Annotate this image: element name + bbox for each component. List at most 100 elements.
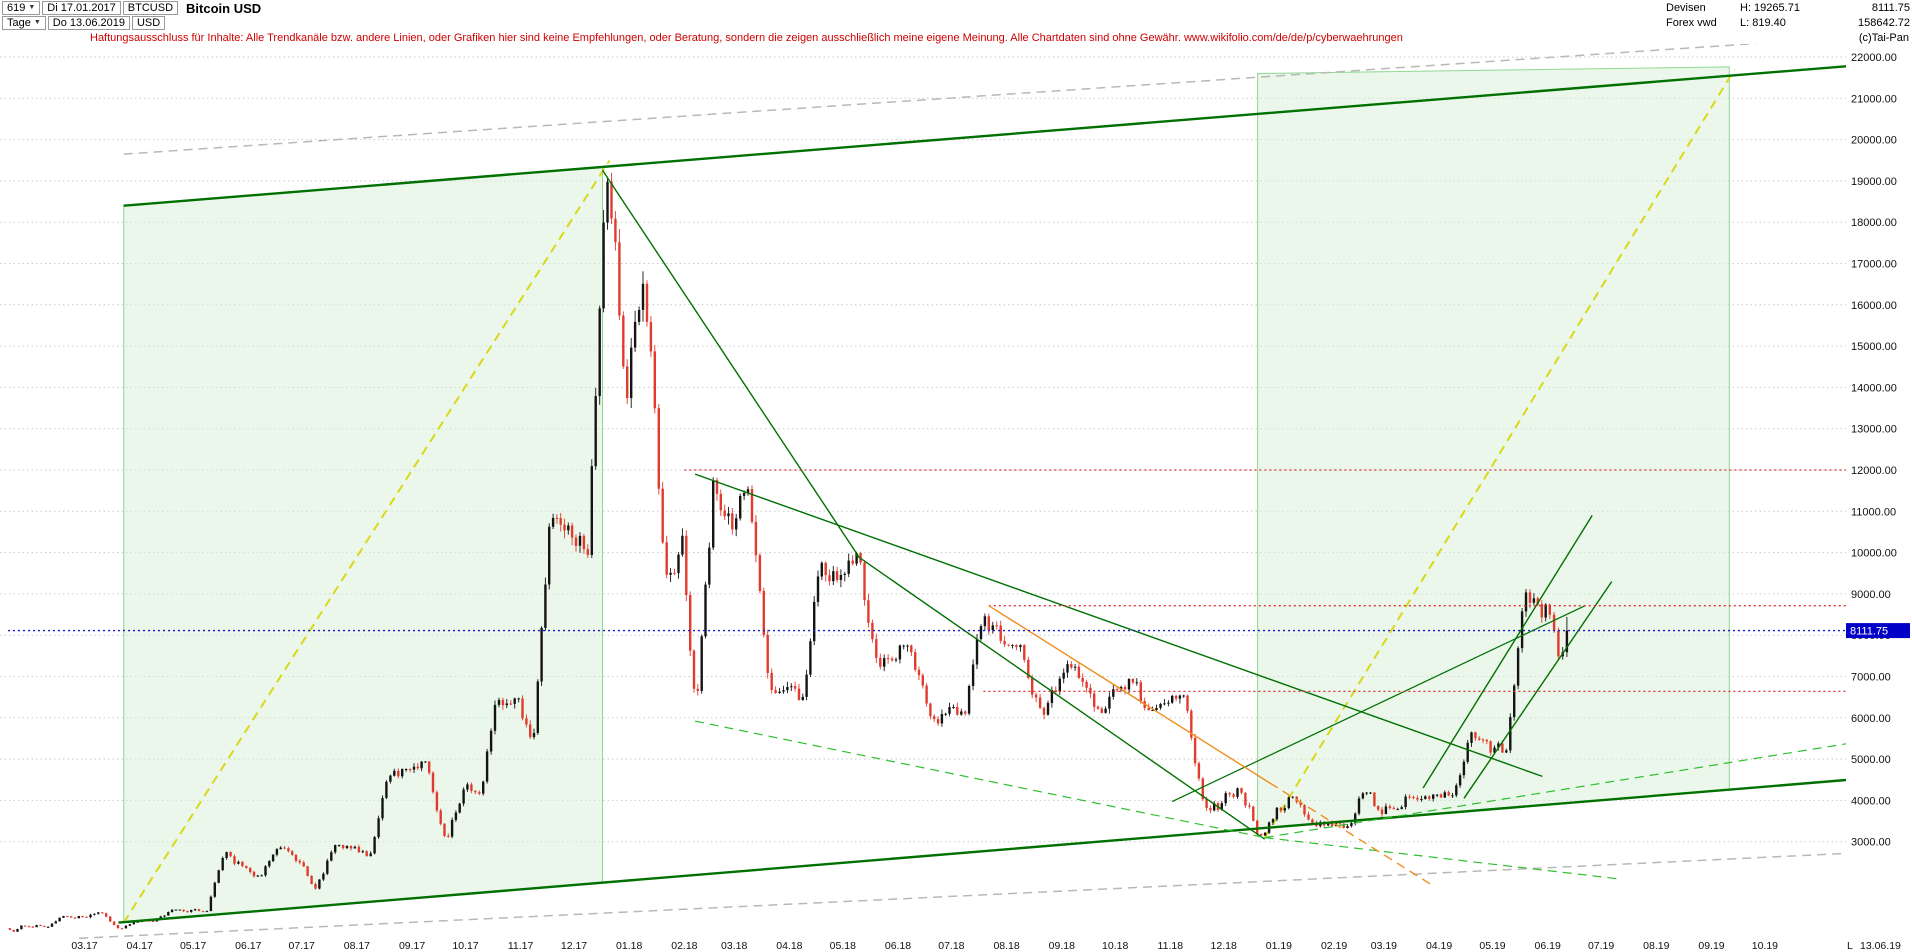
svg-text:01.19: 01.19 (1266, 940, 1292, 952)
period-dropdown[interactable]: Tage ▼ (2, 16, 46, 30)
svg-text:06.19: 06.19 (1535, 940, 1561, 952)
svg-text:05.17: 05.17 (180, 940, 206, 952)
svg-text:6000.00: 6000.00 (1851, 713, 1891, 725)
svg-text:07.17: 07.17 (289, 940, 315, 952)
bull-channel-fill-2017[interactable] (123, 166, 603, 924)
svg-text:03.18: 03.18 (721, 940, 747, 952)
svg-text:06.17: 06.17 (235, 940, 261, 952)
trend-lines (8, 65, 1849, 924)
svg-text:15000.00: 15000.00 (1851, 341, 1897, 353)
disclaimer-row: Haftungsausschluss für Inhalte: Alle Tre… (0, 31, 1912, 45)
svg-text:03.17: 03.17 (71, 940, 97, 952)
chevron-down-icon: ▼ (28, 4, 36, 11)
low-label: L: 819.40 (1740, 17, 1786, 29)
header-right: Devisen H: 19265.71 8111.75 Forex vwd L:… (1666, 1, 1910, 30)
svg-text:L: L (1847, 940, 1853, 952)
trend-channel-fills (123, 66, 1730, 924)
svg-text:05.18: 05.18 (830, 940, 856, 952)
svg-text:01.18: 01.18 (616, 940, 642, 952)
header-bar: 619 ▼ Di 17.01.2017 BTCUSD Bitcoin USD Ta… (0, 0, 1912, 31)
svg-text:09.18: 09.18 (1049, 940, 1075, 952)
bars-count-dropdown[interactable]: 619 ▼ (2, 1, 41, 15)
svg-text:02.19: 02.19 (1321, 940, 1347, 952)
svg-text:08.19: 08.19 (1643, 940, 1669, 952)
svg-text:05.19: 05.19 (1479, 940, 1505, 952)
bright-rising-line[interactable] (1264, 743, 1849, 839)
first-date: Di 17.01.2017 (42, 1, 121, 15)
ath-descending-line[interactable] (601, 169, 860, 558)
last-date: Do 13.06.2019 (47, 16, 130, 30)
rally-channel-lower-line[interactable] (1463, 581, 1613, 799)
last-date-label: L 13.06.19 (1847, 940, 1901, 952)
svg-text:14000.00: 14000.00 (1851, 382, 1897, 394)
gray-upper-line[interactable] (123, 37, 1849, 155)
svg-text:10.19: 10.19 (1752, 940, 1778, 952)
base-rising-line[interactable] (1171, 605, 1586, 803)
svg-text:11.17: 11.17 (508, 940, 534, 952)
chevron-down-icon: ▼ (33, 19, 41, 26)
svg-text:4000.00: 4000.00 (1851, 795, 1891, 807)
volume-value: 158642.72 (1858, 17, 1910, 29)
disclaimer-text: Haftungsausschluss für Inhalte: Alle Tre… (90, 32, 1403, 44)
lower-channel-line[interactable] (118, 778, 1848, 924)
candlesticks (8, 172, 1569, 932)
bright-fan-line[interactable] (1264, 837, 1619, 880)
yellow-trend-left[interactable] (122, 159, 611, 924)
currency: USD (131, 16, 166, 30)
yellow-trend-right[interactable] (1263, 68, 1736, 839)
chart-title: Bitcoin USD (186, 0, 262, 16)
svg-text:02.18: 02.18 (671, 940, 697, 952)
svg-text:09.17: 09.17 (399, 940, 425, 952)
svg-text:3000.00: 3000.00 (1851, 837, 1891, 849)
svg-text:17000.00: 17000.00 (1851, 259, 1897, 271)
svg-text:03.19: 03.19 (1371, 940, 1397, 952)
svg-text:12.18: 12.18 (1211, 940, 1237, 952)
upper-channel-line[interactable] (123, 65, 1849, 207)
symbol: BTCUSD (122, 1, 179, 15)
svg-text:07.19: 07.19 (1588, 940, 1614, 952)
svg-text:5000.00: 5000.00 (1851, 754, 1891, 766)
time-axis: 03.17 04.17 05.17 06.17 07.17 08.17 09.17 10.17… (71, 940, 1778, 952)
descending-resistance-line-2[interactable] (854, 554, 1266, 840)
bright-descending-support-line[interactable] (694, 720, 1265, 839)
svg-text:21000.00: 21000.00 (1851, 93, 1897, 105)
svg-text:10.18: 10.18 (1102, 940, 1128, 952)
svg-text:8111.75: 8111.75 (1850, 626, 1888, 638)
svg-text:7000.00: 7000.00 (1851, 672, 1891, 684)
svg-text:19000.00: 19000.00 (1851, 176, 1897, 188)
orange-descending-line[interactable] (988, 605, 1271, 784)
period: Tage (7, 17, 31, 29)
svg-text:04.18: 04.18 (776, 940, 802, 952)
svg-text:11.18: 11.18 (1158, 940, 1184, 952)
svg-text:07.18: 07.18 (938, 940, 964, 952)
descending-resistance-line[interactable] (694, 473, 1543, 778)
svg-text:10000.00: 10000.00 (1851, 548, 1897, 560)
bull-channel-fill-2019[interactable] (1257, 66, 1730, 830)
svg-text:06.18: 06.18 (885, 940, 911, 952)
svg-text:13000.00: 13000.00 (1851, 424, 1897, 436)
svg-text:08.18: 08.18 (993, 940, 1019, 952)
svg-text:04.17: 04.17 (127, 940, 153, 952)
svg-text:11000.00: 11000.00 (1851, 506, 1896, 518)
rally-channel-upper-line[interactable] (1422, 515, 1593, 789)
svg-text:10.17: 10.17 (452, 940, 478, 952)
svg-text:08.17: 08.17 (344, 940, 370, 952)
high-label: H: 19265.71 (1740, 2, 1800, 14)
svg-text:12.17: 12.17 (561, 940, 587, 952)
bars-count: 619 (7, 2, 26, 14)
svg-text:22000.00: 22000.00 (1851, 52, 1897, 64)
price-axis: 22000.00 21000.00 20000.00 19000.00 18000.00… (1851, 52, 1897, 849)
orange-descending-ext[interactable] (1269, 782, 1433, 886)
svg-text:13.06.19: 13.06.19 (1860, 940, 1901, 952)
market-label: Devisen (1666, 2, 1706, 14)
svg-text:9000.00: 9000.00 (1851, 589, 1891, 601)
last-price-value: 8111.75 (1871, 2, 1910, 14)
trend-lines-under (79, 37, 1849, 939)
svg-text:16000.00: 16000.00 (1851, 300, 1897, 312)
header-left: 619 ▼ Di 17.01.2017 BTCUSD Bitcoin USD Ta… (2, 1, 261, 30)
gray-lower-line[interactable] (79, 852, 1848, 939)
source-label: Forex vwd (1666, 17, 1717, 29)
svg-text:09.19: 09.19 (1698, 940, 1724, 952)
